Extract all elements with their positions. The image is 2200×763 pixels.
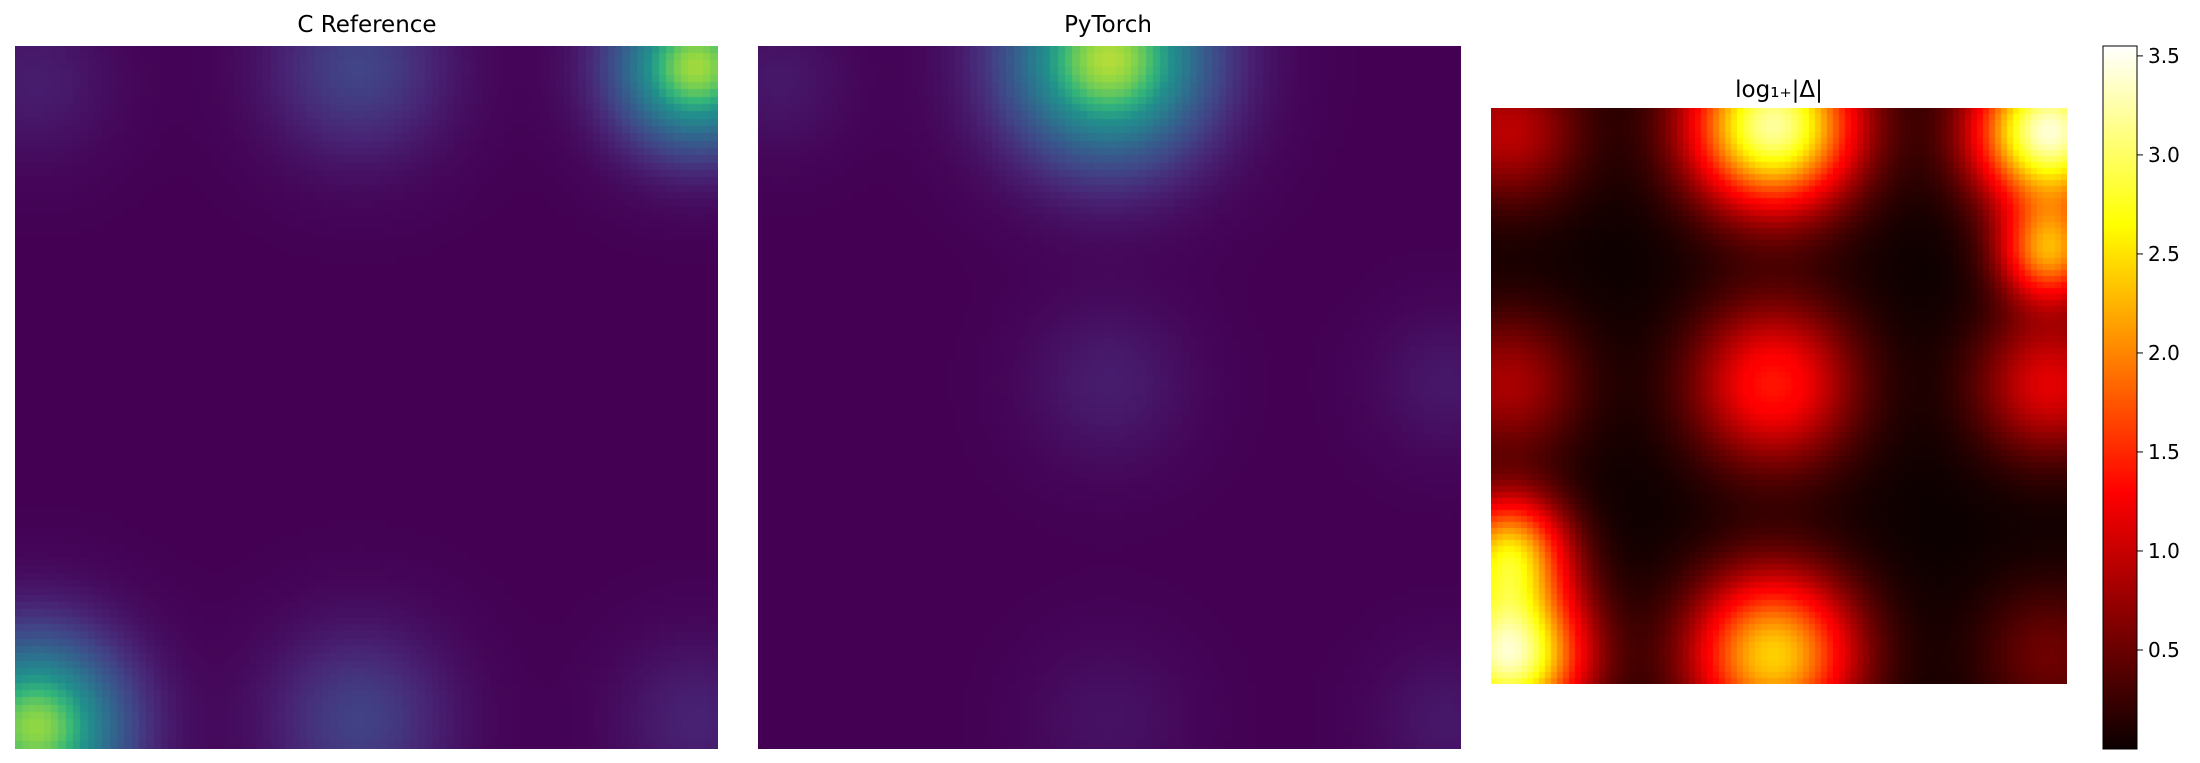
colorbar-tick-label: 2.5 — [2148, 242, 2180, 266]
heatmap-image — [15, 46, 718, 749]
colorbar-tick-label: 2.0 — [2148, 341, 2180, 365]
heatmap-image — [758, 46, 1461, 749]
colorbar-gradient — [2102, 45, 2138, 750]
panel-log-difference: log₁₊|Δ| — [1491, 77, 2067, 684]
heatmap-image — [1491, 108, 2067, 684]
colorbar-tick-label: 1.5 — [2148, 440, 2180, 464]
panel-title: PyTorch — [1064, 12, 1152, 38]
colorbar: 0.5 1.0 1.5 2.0 2.5 3.0 3.5 — [2102, 44, 2180, 750]
colorbar-tick-label: 3.5 — [2148, 44, 2180, 68]
panel-pytorch: PyTorch — [758, 12, 1461, 749]
panel-title: log₁₊|Δ| — [1735, 77, 1823, 103]
colorbar-tick-label: 3.0 — [2148, 143, 2180, 167]
panel-title: C Reference — [297, 12, 436, 38]
colorbar-tick-label: 1.0 — [2148, 539, 2180, 563]
panel-c-reference: C Reference — [15, 12, 718, 749]
colorbar-tick-label: 0.5 — [2148, 638, 2180, 662]
